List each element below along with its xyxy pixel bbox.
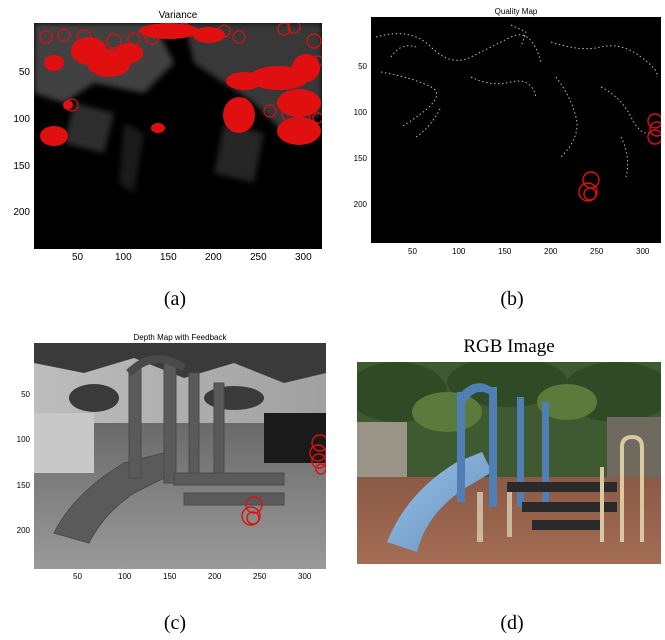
variance-xtick: 300 (295, 252, 312, 263)
depth-ytick: 100 (16, 435, 30, 444)
variance-ytick: 150 (13, 161, 30, 172)
depth-ytick: 200 (16, 526, 30, 535)
title-rgb-image: RGB Image (463, 336, 555, 357)
caption-c: (c) (163, 612, 187, 634)
depth-map-plot (34, 343, 326, 569)
caption-b: (b) (500, 288, 524, 310)
depth-circles (241, 434, 326, 526)
depth-xtick: 250 (253, 572, 267, 581)
quality-xtick: 250 (590, 247, 604, 256)
variance-ytick: 200 (13, 207, 30, 218)
quality-edges (375, 24, 658, 178)
quality-ytick: 150 (353, 154, 367, 163)
variance-ytick: 100 (13, 114, 30, 125)
quality-xtick: 300 (636, 247, 650, 256)
quality-ytick: 200 (353, 200, 367, 209)
caption-d: (d) (500, 612, 524, 634)
title-quality-map: Quality Map (494, 7, 538, 16)
quality-ytick: 50 (358, 62, 367, 71)
title-depth-map: Depth Map with Feedback (133, 333, 227, 342)
rgb-photo (357, 362, 661, 564)
quality-xtick: 200 (544, 247, 558, 256)
variance-xtick: 50 (72, 252, 84, 263)
depth-ytick: 150 (16, 481, 30, 490)
variance-ytick: 50 (18, 67, 30, 78)
depth-ytick: 50 (21, 390, 30, 399)
variance-xtick: 150 (160, 252, 177, 263)
quality-ytick: 100 (353, 108, 367, 117)
variance-circles (39, 23, 322, 125)
depth-xtick: 50 (73, 572, 82, 581)
playground-photo (357, 362, 661, 564)
depth-xtick: 200 (208, 572, 222, 581)
quality-circles (578, 113, 661, 202)
depth-map-image (34, 343, 326, 569)
variance-xtick: 100 (115, 252, 132, 263)
caption-a: (a) (163, 288, 187, 310)
quality-xtick: 100 (452, 247, 466, 256)
quality-map-plot (371, 17, 661, 243)
variance-image (34, 23, 322, 249)
variance-plot (34, 23, 322, 249)
depth-xtick: 300 (298, 572, 312, 581)
depth-xtick: 100 (118, 572, 132, 581)
quality-map-image (371, 17, 661, 243)
variance-xtick: 250 (250, 252, 267, 263)
title-variance: Variance (158, 10, 198, 21)
variance-xtick: 200 (205, 252, 222, 263)
depth-xtick: 150 (163, 572, 177, 581)
quality-xtick: 150 (498, 247, 512, 256)
quality-xtick: 50 (408, 247, 417, 256)
